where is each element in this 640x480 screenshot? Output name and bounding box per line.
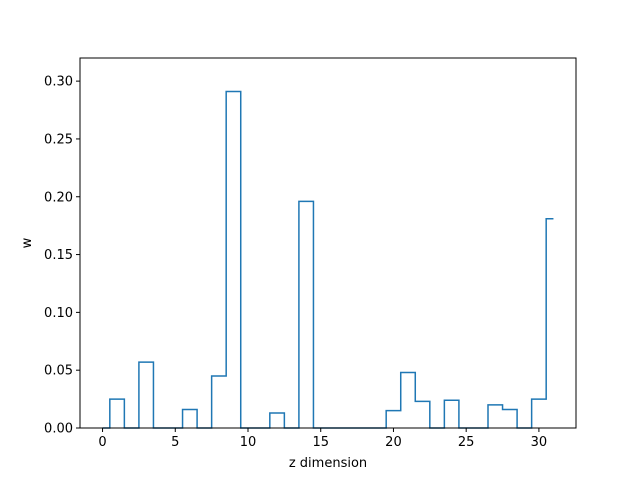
y-tick-label: 0.15 (44, 248, 73, 263)
y-tick-label: 0.25 (44, 132, 73, 147)
x-tick-label: 30 (531, 435, 548, 450)
y-tick-label: 0.10 (44, 306, 73, 321)
x-tick-label: 10 (240, 435, 257, 450)
y-axis-label: w (20, 237, 35, 248)
x-tick-label: 20 (385, 435, 402, 450)
x-tick-label: 0 (98, 435, 106, 450)
x-tick-label: 5 (171, 435, 179, 450)
x-tick-label: 25 (458, 435, 475, 450)
axes-frame (79, 57, 577, 429)
y-tick-label: 0.20 (44, 190, 73, 205)
y-tick-label: 0.00 (44, 422, 73, 437)
y-tick-label: 0.05 (44, 364, 73, 379)
x-axis-label: z dimension (289, 456, 367, 471)
y-tick-label: 0.30 (44, 75, 73, 90)
y-axis-ticks: 0.00 0.05 0.10 0.15 0.20 0.25 0.30 (44, 75, 80, 437)
x-tick-label: 15 (312, 435, 329, 450)
x-axis-ticks: 0 5 10 15 20 25 30 (98, 428, 547, 450)
